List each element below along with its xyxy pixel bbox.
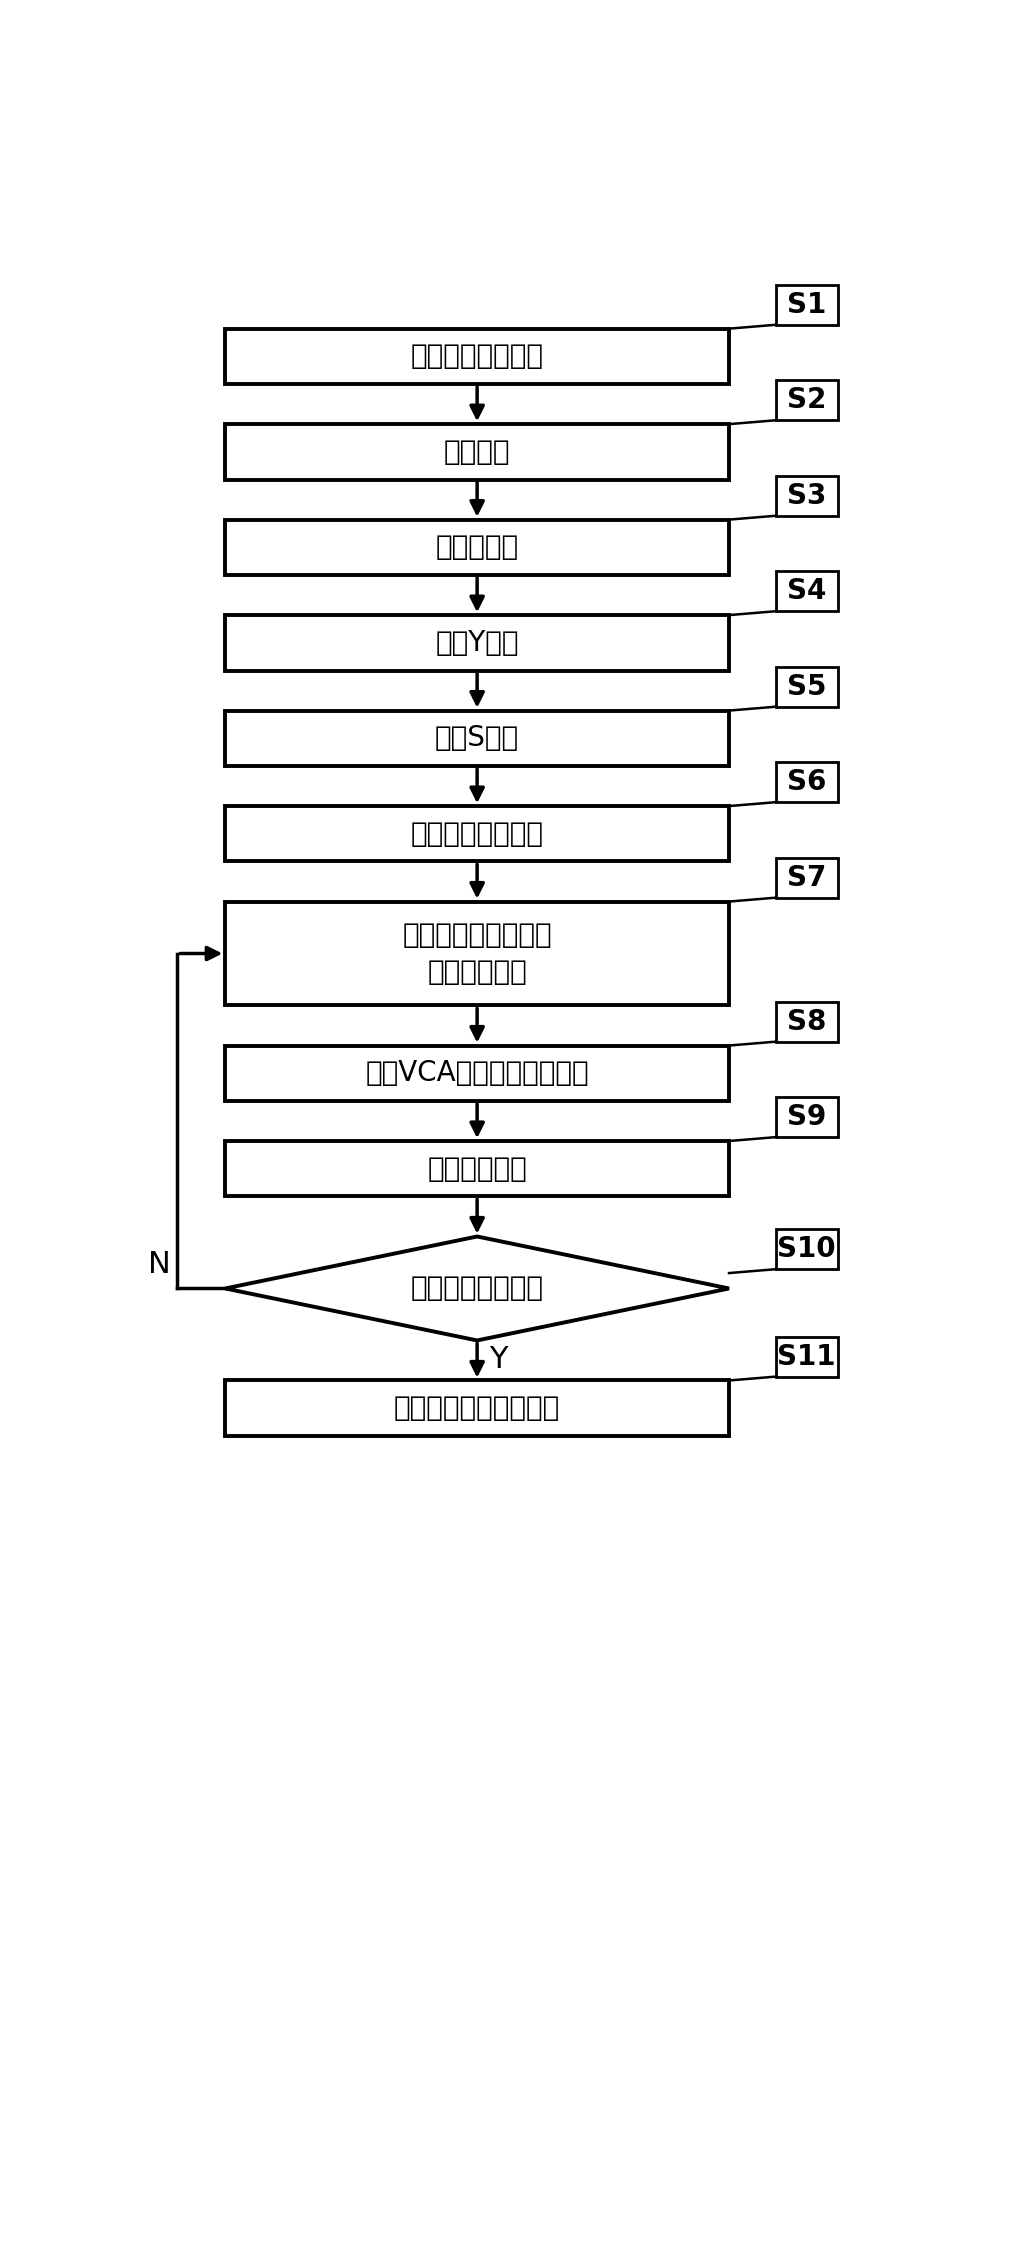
Bar [775,858,837,899]
Text: 使用VCA算法求解字典矩阵: 使用VCA算法求解字典矩阵 [366,1060,588,1087]
Text: S11: S11 [777,1343,836,1370]
Bar [775,1001,837,1041]
Bar [775,1229,837,1270]
Text: S1: S1 [787,290,826,319]
Text: 小波分解: 小波分解 [444,437,510,466]
Bar [225,1141,729,1195]
Text: S9: S9 [787,1103,826,1132]
Text: S10: S10 [777,1236,836,1263]
Bar [775,571,837,611]
Bar [225,423,729,480]
Bar [225,901,729,1005]
Text: N: N [148,1250,172,1279]
Text: 获取红外热图序列: 获取红外热图序列 [411,342,543,371]
Polygon shape [225,1236,729,1340]
Text: S6: S6 [787,767,826,797]
Text: Y: Y [489,1345,507,1374]
Bar [225,806,729,863]
Bar [775,763,837,801]
Bar [775,1098,837,1137]
Text: 矩阵S分解: 矩阵S分解 [435,724,520,752]
Text: S8: S8 [787,1007,826,1035]
Text: 使用奇异值阈值算法
求解低秩矩阵: 使用奇异值阈值算法 求解低秩矩阵 [403,921,551,985]
Text: S3: S3 [787,482,826,509]
Text: S7: S7 [787,863,826,892]
Bar [775,475,837,516]
Bar [775,666,837,706]
Bar [225,521,729,575]
Text: S5: S5 [787,672,827,702]
Text: S2: S2 [787,387,826,414]
Bar [225,711,729,765]
Text: 建立优化目标函数: 建立优化目标函数 [411,820,543,847]
Bar [775,1336,837,1377]
Text: S4: S4 [787,577,826,604]
Bar [225,1381,729,1435]
Bar [775,380,837,421]
Text: 判断迭代是否停止: 判断迭代是否停止 [411,1275,543,1302]
Text: 检测红外热成像的缺陷: 检测红外热成像的缺陷 [394,1395,561,1422]
Bar [225,616,729,670]
Bar [225,1046,729,1100]
Text: 矩阵Y分解: 矩阵Y分解 [435,629,519,657]
Text: 求解权值矩阵: 求解权值矩阵 [427,1155,527,1182]
Bar [225,328,729,385]
Bar [775,285,837,324]
Text: 图像预处理: 图像预处理 [435,534,519,561]
